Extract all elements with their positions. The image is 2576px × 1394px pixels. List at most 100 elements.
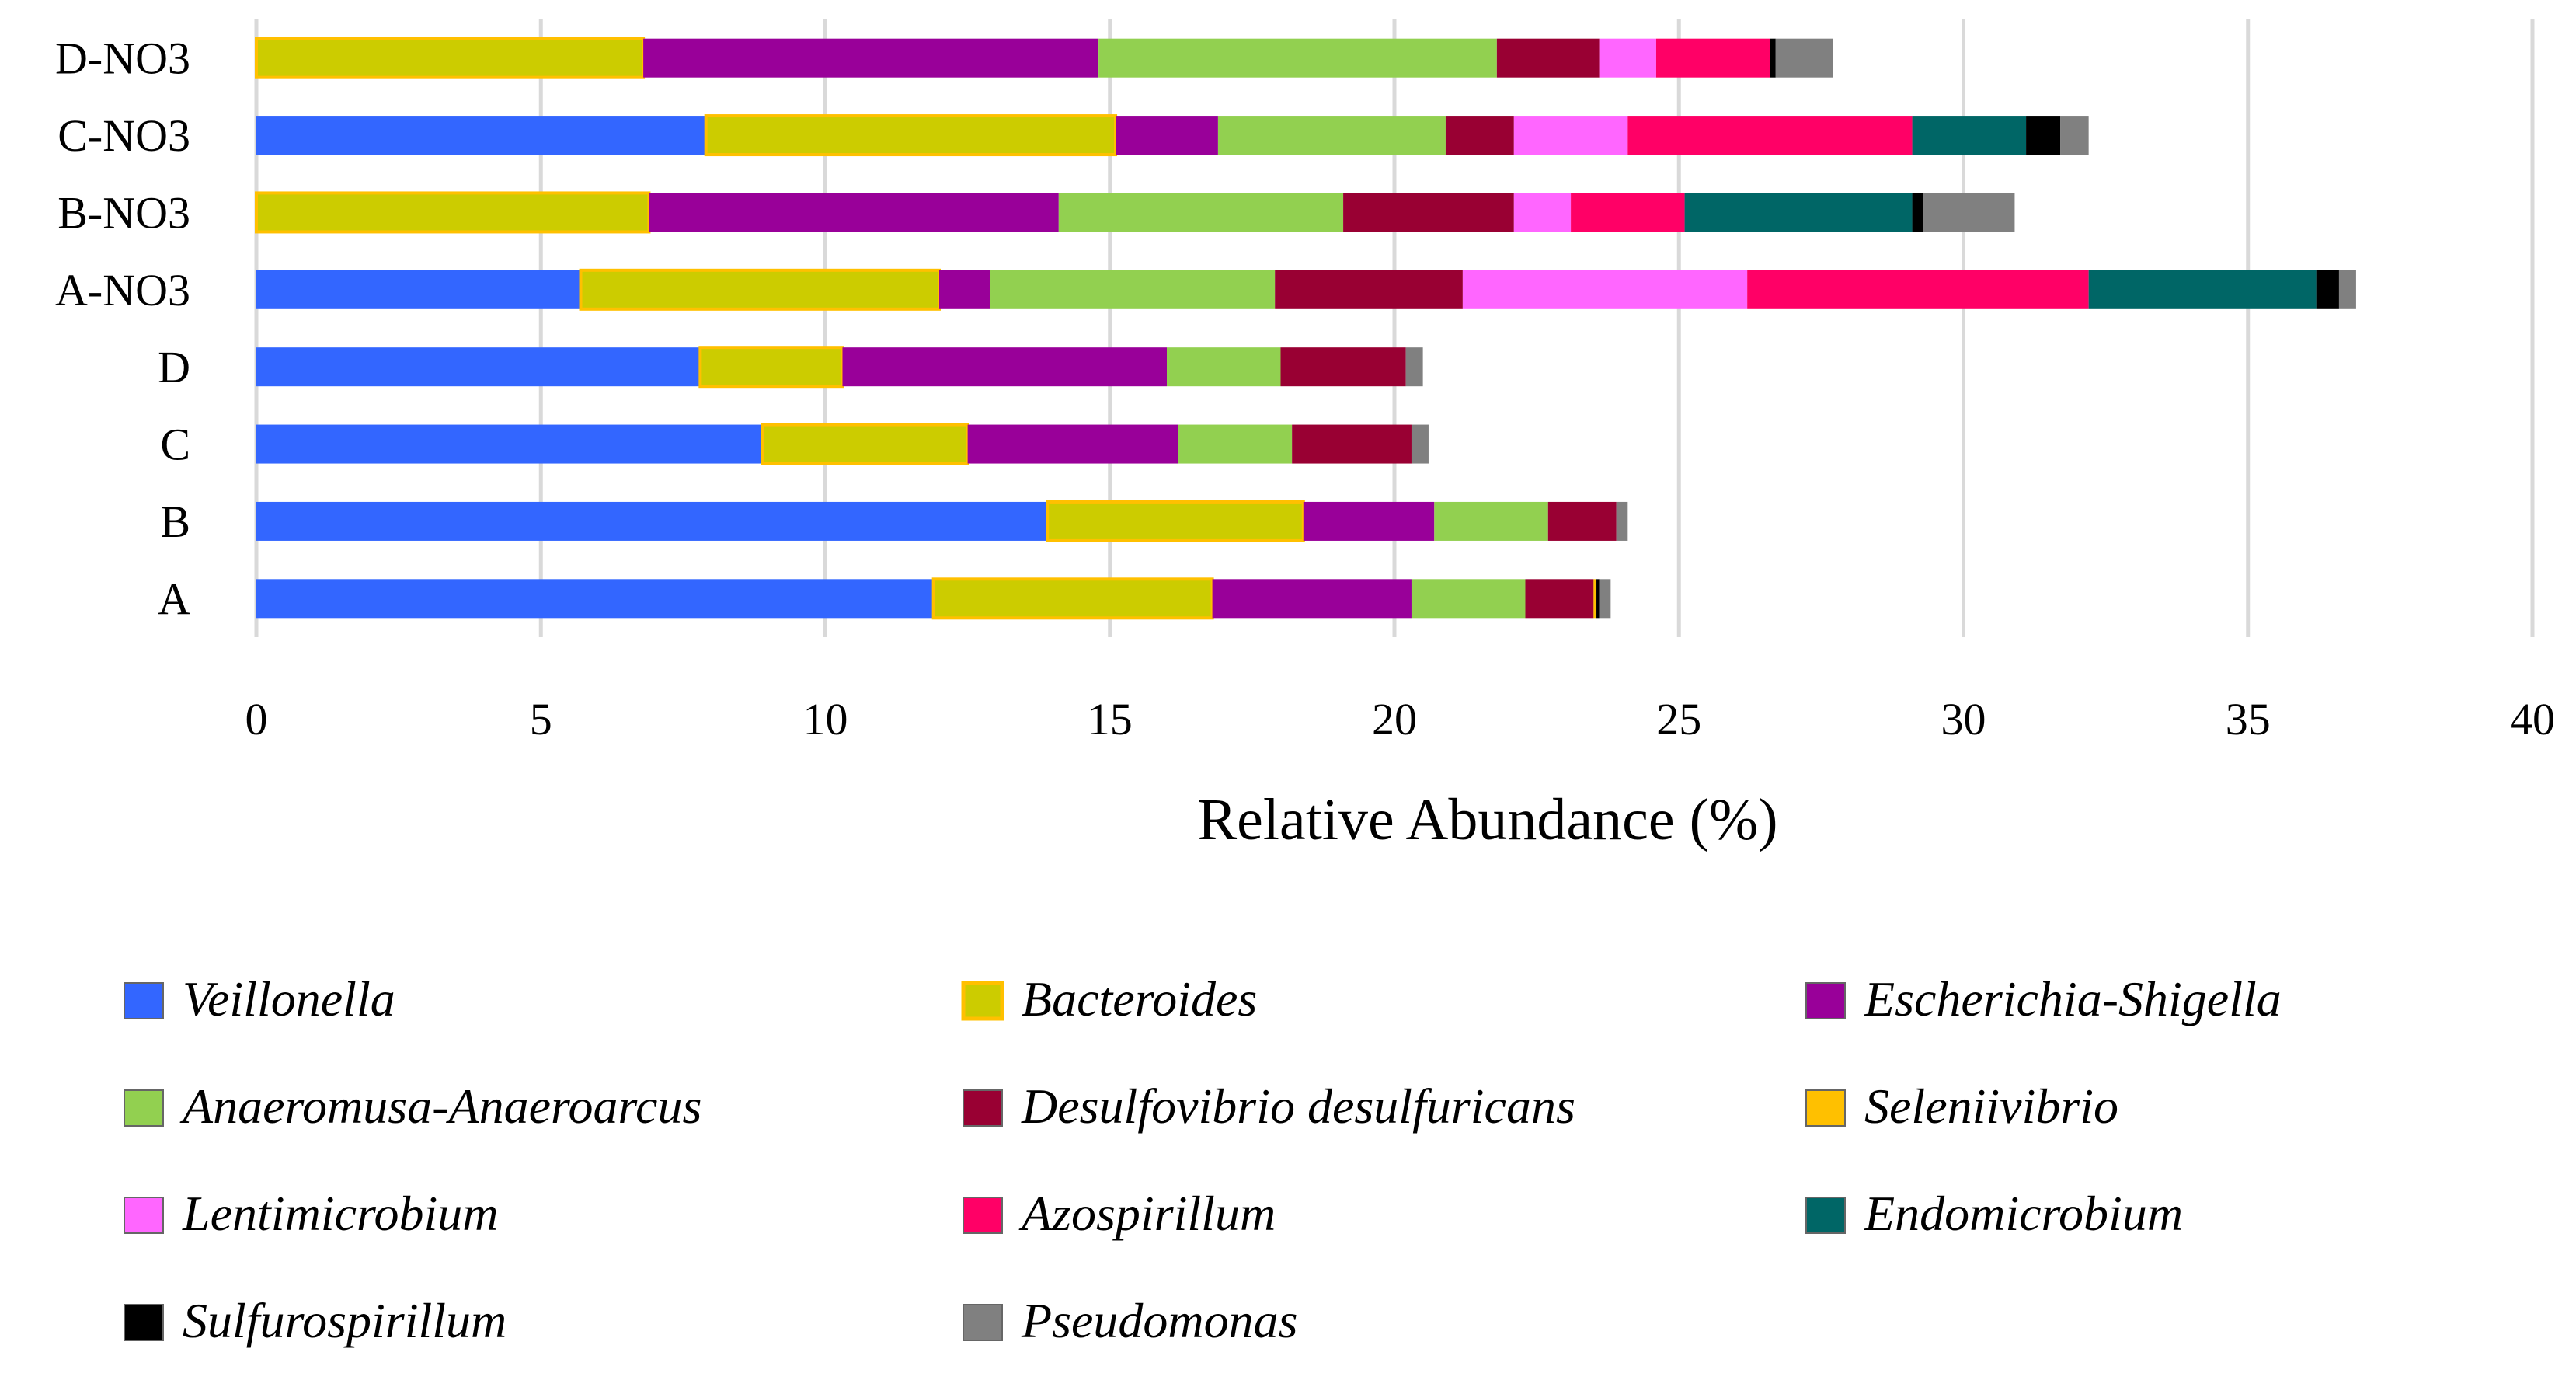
bar-segment <box>256 270 581 309</box>
bar-segment <box>1547 501 1617 541</box>
legend-swatch <box>963 1197 1003 1234</box>
bar-segment <box>1596 579 1600 619</box>
bar-segment <box>967 424 1178 464</box>
y-tick-label: D-NO3 <box>55 33 190 84</box>
bar-segment <box>1599 38 1656 78</box>
bar-segment <box>1462 270 1748 309</box>
legend-label: Seleniivibrio <box>1864 1079 2118 1134</box>
bar-segment <box>256 116 706 155</box>
y-tick-label: A-NO3 <box>55 265 190 315</box>
bar-segment <box>1058 193 1344 232</box>
bar-segment <box>1912 193 1924 232</box>
bar-segment <box>2026 116 2061 155</box>
legend-label: Azospirillum <box>1018 1186 1276 1241</box>
bar-segment <box>1411 579 1526 619</box>
x-tick-label: 15 <box>1088 694 1133 744</box>
bar-segment <box>1405 347 1423 387</box>
legend-swatch <box>124 1197 164 1234</box>
bar-segment <box>1599 579 1611 619</box>
bar-segment <box>1116 116 1218 155</box>
bar-segment <box>1775 38 1833 78</box>
bar-segment <box>939 270 990 309</box>
bar-segment <box>931 577 1214 620</box>
x-tick-label: 35 <box>2226 694 2271 744</box>
bars <box>255 37 2356 620</box>
legend-swatch <box>124 982 164 1019</box>
legend-swatch <box>124 1304 164 1341</box>
bar-segment <box>255 191 651 234</box>
bar-segment <box>1513 116 1628 155</box>
bar-segment <box>1571 193 1685 232</box>
bar-segment <box>256 579 934 619</box>
bar-segment <box>1747 270 2089 309</box>
bar-segment <box>842 347 1167 387</box>
bar-segment <box>1593 579 1597 619</box>
bar-segment <box>1212 579 1412 619</box>
x-tick-label: 25 <box>1656 694 1701 744</box>
bar-segment <box>1046 500 1305 542</box>
legend-swatch <box>963 1089 1003 1127</box>
x-tick-label: 30 <box>1941 694 1986 744</box>
bar-segment <box>1513 193 1572 232</box>
bar-segment <box>1923 193 2015 232</box>
legend-swatch <box>124 1089 164 1127</box>
legend-label: Lentimicrobium <box>182 1186 499 1241</box>
legend-swatch <box>963 1304 1003 1341</box>
bar-segment <box>1627 116 1913 155</box>
bar-segment <box>1684 193 1913 232</box>
bar-segment <box>1525 579 1594 619</box>
x-tick-label: 5 <box>530 694 552 744</box>
bar-segment <box>2316 270 2339 309</box>
legend-label: Veillonella <box>183 971 395 1026</box>
bar-segment <box>649 193 1059 232</box>
bar-segment <box>1770 38 1776 78</box>
bar-segment <box>2088 270 2317 309</box>
bar-segment <box>256 424 763 464</box>
bar-segment <box>1178 424 1293 464</box>
gridlines <box>254 19 2535 637</box>
bar-segment <box>579 268 942 311</box>
bar-segment <box>1280 347 1406 387</box>
legend-swatch <box>1805 982 1846 1019</box>
legend-label: Sulfurospirillum <box>183 1293 506 1348</box>
bar-segment <box>1167 347 1281 387</box>
legend-label: Anaeromusa-Anaeroarcus <box>179 1079 701 1134</box>
legend-label: Endomicrobium <box>1864 1186 2183 1241</box>
legend-label: Bacteroides <box>1022 971 1257 1026</box>
bar-segment <box>2338 270 2356 309</box>
bar-segment <box>1411 424 1429 464</box>
bar-segment <box>1292 424 1412 464</box>
bar-segment <box>1098 38 1497 78</box>
y-tick-label: D <box>158 342 190 392</box>
bar-segment <box>256 347 701 387</box>
legend-swatch <box>1805 1089 1846 1127</box>
bar-segment <box>256 501 1048 541</box>
bar-segment <box>1217 116 1446 155</box>
y-tick-label: C <box>160 420 190 470</box>
bar-segment <box>1496 38 1600 78</box>
bar-segment <box>2060 116 2089 155</box>
x-axis-title: Relative Abundance (%) <box>1197 787 1777 852</box>
y-tick-label: C-NO3 <box>57 110 190 161</box>
bar-segment <box>698 346 844 389</box>
x-tick-label: 20 <box>1372 694 1417 744</box>
bar-segment <box>255 37 646 79</box>
legend-swatch <box>961 981 1004 1021</box>
bar-segment <box>990 270 1276 309</box>
legend: Veillonella Bacteroides Escherichia-Shigel… <box>124 971 2282 1348</box>
bar-segment <box>1343 193 1514 232</box>
bar-segment <box>1434 501 1548 541</box>
y-tick-label: A <box>158 573 190 624</box>
x-tick-labels: 0 5 10 15 20 25 30 35 40 <box>245 694 2556 744</box>
x-tick-label: 40 <box>2510 694 2555 744</box>
bar-segment <box>1275 270 1463 309</box>
x-tick-label: 10 <box>803 694 848 744</box>
legend-swatch <box>1805 1197 1846 1234</box>
y-tick-label: B-NO3 <box>57 187 190 238</box>
legend-label: Desulfovibrio desulfuricans <box>1021 1079 1575 1134</box>
y-tick-label: B <box>160 497 190 547</box>
bar-segment <box>1616 501 1628 541</box>
bar-segment <box>704 114 1118 157</box>
